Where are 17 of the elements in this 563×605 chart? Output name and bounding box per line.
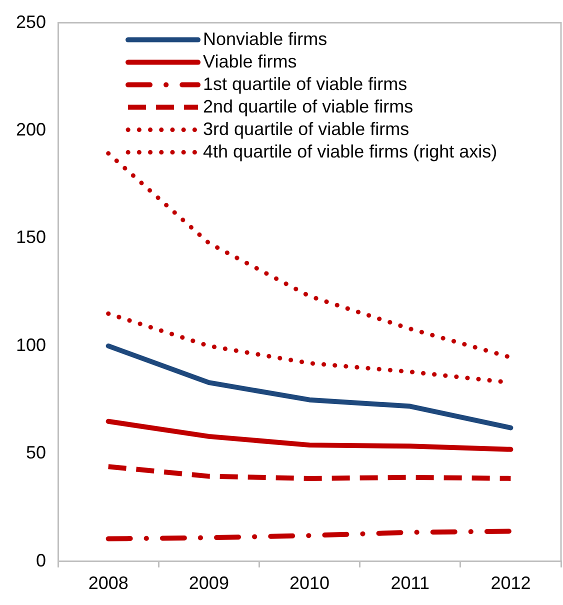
legend-label: Nonviable firms: [203, 28, 328, 49]
y-tick-label: 50: [26, 442, 46, 463]
x-tick-label: 2009: [188, 573, 229, 594]
y-tick-label: 0: [36, 550, 46, 570]
legend-label: 4th quartile of viable firms (right axis): [203, 141, 498, 162]
legend-label: 1st quartile of viable firms: [203, 74, 408, 94]
legend-label: 3rd quartile of viable firms: [203, 118, 410, 139]
x-tick-label: 2012: [490, 573, 531, 594]
y-tick-label: 250: [16, 12, 46, 32]
legend-label: 2nd quartile of viable firms: [203, 96, 414, 116]
x-tick-label: 2011: [390, 573, 430, 594]
x-tick-label: 2010: [289, 573, 330, 594]
y-tick-label: 150: [16, 227, 46, 248]
y-tick-label: 100: [16, 334, 46, 355]
y-tick-label: 200: [16, 119, 46, 140]
legend-label: Viable firms: [203, 51, 297, 72]
x-tick-label: 2008: [88, 573, 128, 594]
